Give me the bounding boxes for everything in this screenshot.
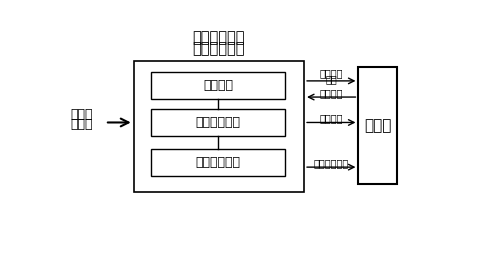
Bar xyxy=(152,72,285,99)
Text: 电源管理模块: 电源管理模块 xyxy=(196,156,240,169)
Bar xyxy=(152,109,285,136)
Text: 反馈信号: 反馈信号 xyxy=(320,88,343,98)
Text: 瞬态响应电源: 瞬态响应电源 xyxy=(192,41,245,56)
Text: 大电流变换高: 大电流变换高 xyxy=(192,30,245,45)
Bar xyxy=(359,67,397,184)
Text: 时序控制: 时序控制 xyxy=(320,114,343,124)
Text: 前级直: 前级直 xyxy=(71,108,93,121)
Text: 直流低压: 直流低压 xyxy=(320,68,343,78)
Text: 时序控制模块: 时序控制模块 xyxy=(196,116,240,129)
Text: 驱动板: 驱动板 xyxy=(364,118,391,133)
Text: 点灯模块: 点灯模块 xyxy=(203,79,233,92)
Text: 数据信息交互: 数据信息交互 xyxy=(313,158,349,168)
Text: 流电源: 流电源 xyxy=(71,118,93,131)
Text: 电源: 电源 xyxy=(325,74,337,84)
Bar xyxy=(152,149,285,176)
Bar xyxy=(133,61,304,192)
